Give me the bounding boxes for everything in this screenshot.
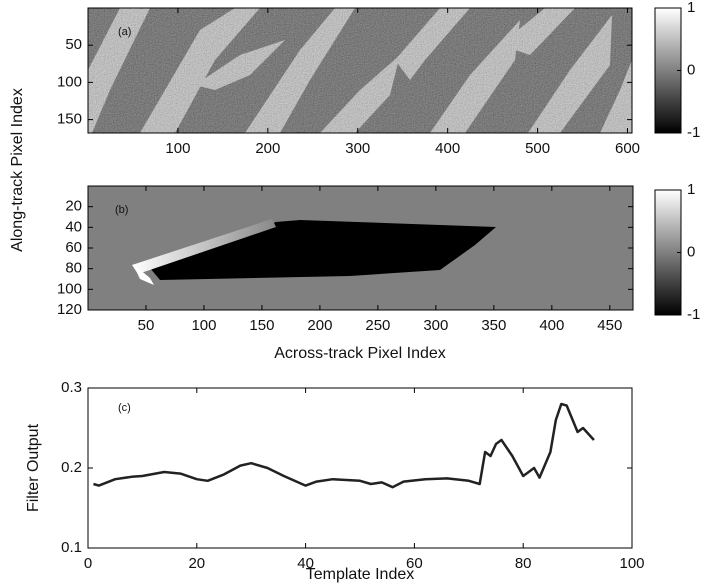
colorbar [654, 189, 682, 316]
x-tick-label: 0 [84, 555, 92, 572]
x-tick-label: 40 [297, 555, 314, 572]
panel-label: (a) [118, 26, 131, 38]
x-tick-label: 600 [615, 140, 640, 157]
y-tick-label: 100 [57, 280, 82, 297]
x-tick-label: 100 [165, 140, 190, 157]
x-tick-label: 80 [515, 555, 532, 572]
x-tick-label: 200 [255, 140, 280, 157]
y-tick-label: 0.3 [61, 379, 82, 396]
colorbar-tick-label: -1 [687, 306, 700, 323]
template-highlight [132, 219, 276, 274]
y-tick-label: 120 [57, 301, 82, 318]
axes-frame [87, 387, 633, 549]
y-tick-label: 150 [57, 111, 82, 128]
y-tick-label: 0.2 [61, 459, 82, 476]
colorbar-tick-label: -1 [687, 124, 700, 141]
y-axis-label: Filter Output [25, 423, 42, 512]
colorbar-tick-label: 1 [687, 0, 695, 16]
x-tick-label: 400 [539, 317, 564, 334]
x-tick-label: 150 [249, 317, 274, 334]
x-tick-label: 250 [365, 317, 390, 334]
y-tick-label: 60 [65, 239, 82, 256]
y-tick-label: 100 [57, 73, 82, 90]
colorbar-tick-label: 0 [687, 243, 695, 260]
template-edge [133, 264, 154, 285]
x-tick-label: 500 [525, 140, 550, 157]
panel-label: (b) [115, 204, 128, 216]
x-tick-label: 50 [138, 317, 155, 334]
x-tick-label: 300 [423, 317, 448, 334]
x-axis-label: Across-track Pixel Index [274, 345, 446, 362]
data-line [93, 402, 595, 489]
x-tick-label: 400 [435, 140, 460, 157]
axes-frame [87, 7, 633, 134]
template-shadow [150, 220, 496, 280]
x-tick-label: 100 [191, 317, 216, 334]
x-tick-label: 350 [481, 317, 506, 334]
x-tick-label: 300 [345, 140, 370, 157]
x-tick-label: 100 [619, 555, 644, 572]
y-tick-label: 40 [65, 218, 82, 235]
colorbar-tick-label: 0 [687, 61, 695, 78]
x-axis-label: Template Index [306, 566, 415, 583]
y-tick-label: 50 [65, 36, 82, 53]
colorbar [654, 7, 682, 134]
x-tick-label: 200 [307, 317, 332, 334]
sonar-image [88, 8, 632, 133]
panel-label: (c) [118, 402, 131, 414]
y-axis-label: Along-track Pixel Index [9, 88, 26, 252]
x-tick-label: 20 [188, 555, 205, 572]
x-tick-label: 60 [406, 555, 423, 572]
y-tick-label: 20 [65, 198, 82, 215]
x-tick-label: 450 [597, 317, 622, 334]
colorbar-tick-label: 1 [687, 181, 695, 198]
y-tick-label: 80 [65, 260, 82, 277]
y-tick-label: 0.1 [61, 539, 82, 556]
